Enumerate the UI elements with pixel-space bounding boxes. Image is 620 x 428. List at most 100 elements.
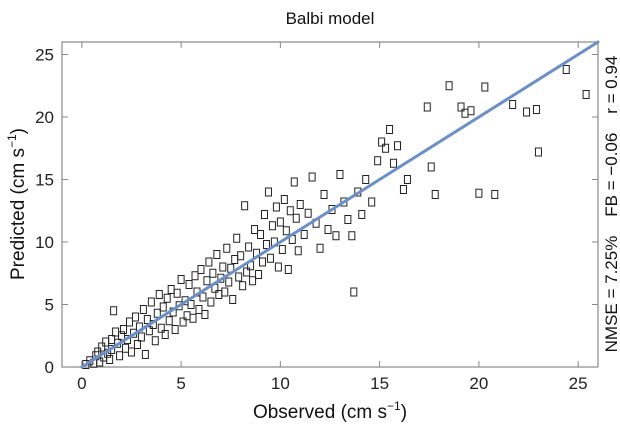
data-point [280,195,288,204]
data-point [264,187,272,197]
data-point [296,200,304,209]
data-point [340,197,348,207]
y-tick-label: 10 [35,233,54,252]
data-point [336,170,344,179]
data-point [243,267,251,277]
data-point [467,106,475,116]
data-point [461,108,469,118]
y-tick-label: 15 [35,171,54,190]
data-point [96,357,104,367]
data-point [197,265,205,274]
y-tick-label: 0 [45,358,54,377]
data-point [260,210,268,219]
data-point [282,226,290,236]
data-point [393,141,401,151]
data-point [203,276,211,286]
data-point [145,326,153,336]
data-point [207,297,215,307]
data-point [143,315,151,324]
data-point [155,290,163,299]
data-point [386,125,394,134]
data-point [427,162,435,172]
data-point [137,332,145,342]
data-point [249,276,257,286]
data-point [475,188,483,198]
data-point [423,102,431,112]
data-point [120,325,128,334]
data-point [108,335,116,344]
x-tick-label: 15 [370,374,389,393]
data-point [127,347,135,357]
data-point [141,350,149,359]
data-point [445,81,453,91]
data-point [378,137,386,147]
data-point [167,285,175,294]
data-point [147,297,155,307]
data-point [139,305,147,314]
data-point [382,143,390,153]
data-point [165,316,173,326]
x-tick-label: 5 [176,374,185,393]
data-point [205,257,213,267]
chart-title: Balbi model [286,9,375,28]
data-point [153,308,161,318]
data-point [118,331,126,341]
data-point [173,288,181,298]
data-point [316,243,324,253]
x-tick-label: 25 [569,374,588,393]
data-point [219,262,227,272]
data-point [237,251,245,261]
data-point [235,272,243,282]
data-point [185,280,193,289]
y-axis-ticks: 0 5 10 15 20 25 [35,46,598,377]
data-point [112,327,120,337]
data-point [175,301,183,311]
data-point [241,201,249,211]
data-point [481,82,489,92]
data-point [300,230,308,239]
data-point [177,275,185,284]
y-tick-label: 25 [35,46,54,65]
data-point [233,233,241,243]
data-point [102,337,110,347]
data-point [133,340,141,349]
y-axis-label: Predicted (cm s−1) [5,128,29,280]
data-point [534,147,542,157]
data-point [308,172,316,182]
y-tick-label: 5 [45,296,54,315]
data-point [225,277,233,287]
data-points [82,65,590,369]
x-tick-label: 0 [77,374,86,393]
data-point [251,225,259,234]
data-point [290,177,298,187]
data-point [284,265,292,274]
x-tick-label: 10 [271,374,290,393]
data-point [320,190,328,199]
data-point [491,190,499,199]
data-point [189,313,197,323]
data-point [195,305,203,314]
data-point [157,323,165,333]
data-point [268,221,276,231]
data-point [106,355,114,364]
plot-frame [61,41,599,368]
data-point [278,245,286,254]
data-point [245,242,253,252]
data-point [191,271,199,281]
x-axis-label: Observed (cm s−1) [253,399,407,423]
data-point [344,215,352,224]
data-point [159,302,167,312]
data-point [179,317,187,327]
data-point [403,175,411,184]
data-point [161,330,169,339]
data-point [213,250,221,259]
data-point [368,197,376,207]
data-point [199,292,207,302]
data-point [239,281,247,291]
data-point [399,185,407,194]
data-point [582,90,590,99]
data-point [201,310,209,319]
data-point [125,317,133,327]
data-point [328,205,336,214]
